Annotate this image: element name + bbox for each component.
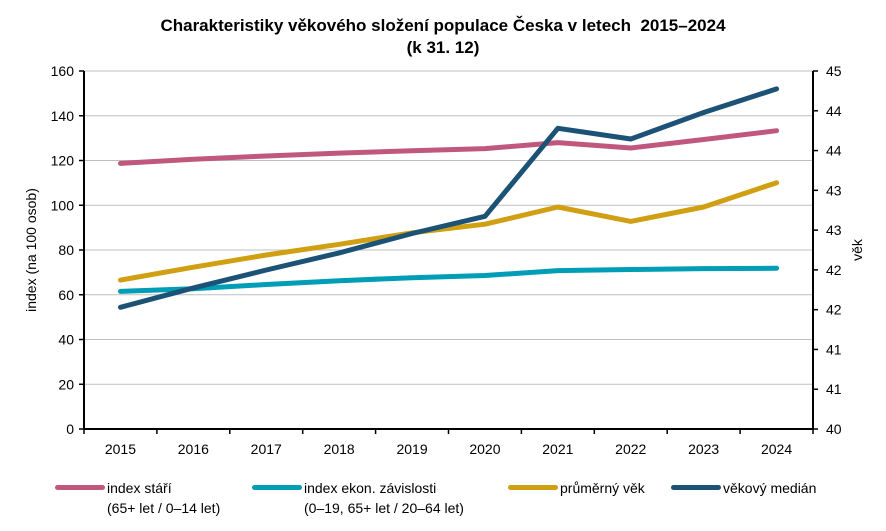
y-tick-label: 160 (51, 63, 75, 79)
x-tick-label: 2016 (178, 441, 209, 457)
legend-swatch (55, 485, 105, 490)
chart-subtitle: (k 31. 12) (406, 38, 480, 57)
chart-title: Charakteristiky věkového složení populac… (0, 15, 886, 59)
y-right-tick-label: 43 (826, 182, 842, 198)
y-tick-label: 80 (58, 242, 74, 258)
y-axis-left-label: index (na 100 osob) (23, 188, 39, 312)
legend-label: index stáří (107, 480, 172, 496)
y-tick-label: 140 (51, 108, 75, 124)
chart-title-line1: Charakteristiky věkového složení populac… (160, 16, 726, 35)
series-line-2 (118, 180, 780, 283)
legend-label-sub: (0–19, 65+ let / 20–64 let) (304, 500, 464, 516)
legend-swatch (508, 485, 558, 490)
y-right-tick-label: 45 (826, 63, 842, 79)
legend-swatch (671, 485, 721, 490)
legend-label: věkový medián (723, 480, 817, 496)
x-tick-label: 2019 (396, 441, 427, 457)
y-axis-right-label: věk (849, 238, 865, 261)
y-right-tick-label: 43 (826, 222, 842, 238)
series-line-1 (118, 265, 780, 294)
y-tick-label: 100 (51, 197, 75, 213)
x-tick-label: 2015 (105, 441, 136, 457)
y-tick-label: 20 (58, 376, 74, 392)
x-tick-label: 2022 (615, 441, 646, 457)
y-tick-label: 0 (66, 421, 74, 437)
legend-label: index ekon. závislosti (304, 480, 437, 496)
y-tick-label: 120 (51, 153, 75, 169)
x-tick-label: 2023 (688, 441, 719, 457)
legend-label-sub: (65+ let / 0–14 let) (107, 500, 221, 516)
legend-swatch (252, 485, 302, 490)
legend-item-index-ekon-zavislosti: index ekon. závislosti (0–19, 65+ let / … (252, 478, 464, 518)
y-axis-right-ticks: 40 41 41 42 42 43 43 44 44 45 (813, 63, 842, 437)
x-axis-ticks: 2015 2016 2017 2018 2019 2020 2021 2022 2023 2024 (83, 429, 814, 457)
x-tick-label: 2021 (542, 441, 573, 457)
y-tick-label: 60 (58, 287, 74, 303)
series-line-0 (118, 128, 780, 166)
y-right-tick-label: 41 (826, 341, 842, 357)
y-right-tick-label: 42 (826, 302, 842, 318)
y-right-tick-label: 41 (826, 381, 842, 397)
x-tick-label: 2024 (761, 441, 792, 457)
x-tick-label: 2018 (324, 441, 355, 457)
y-tick-label: 40 (58, 332, 74, 348)
x-tick-label: 2017 (251, 441, 282, 457)
legend-item-prumerny-vek: průměrný věk (508, 478, 645, 498)
gridlines (84, 70, 813, 385)
series-lines (118, 86, 780, 310)
legend: index stáří (65+ let / 0–14 let) index e… (0, 478, 886, 528)
series-line-3 (118, 86, 780, 310)
x-tick-label: 2020 (469, 441, 500, 457)
y-right-tick-label: 42 (826, 262, 842, 278)
legend-label: průměrný věk (560, 480, 645, 496)
legend-item-index-stari: index stáří (65+ let / 0–14 let) (55, 478, 220, 518)
y-right-tick-label: 44 (826, 103, 842, 119)
legend-item-vekovy-median: věkový medián (671, 478, 816, 498)
y-right-tick-label: 40 (826, 421, 842, 437)
y-right-tick-label: 44 (826, 143, 842, 159)
y-axis-left-ticks: 0 20 40 60 80 100 120 140 160 (51, 63, 84, 437)
